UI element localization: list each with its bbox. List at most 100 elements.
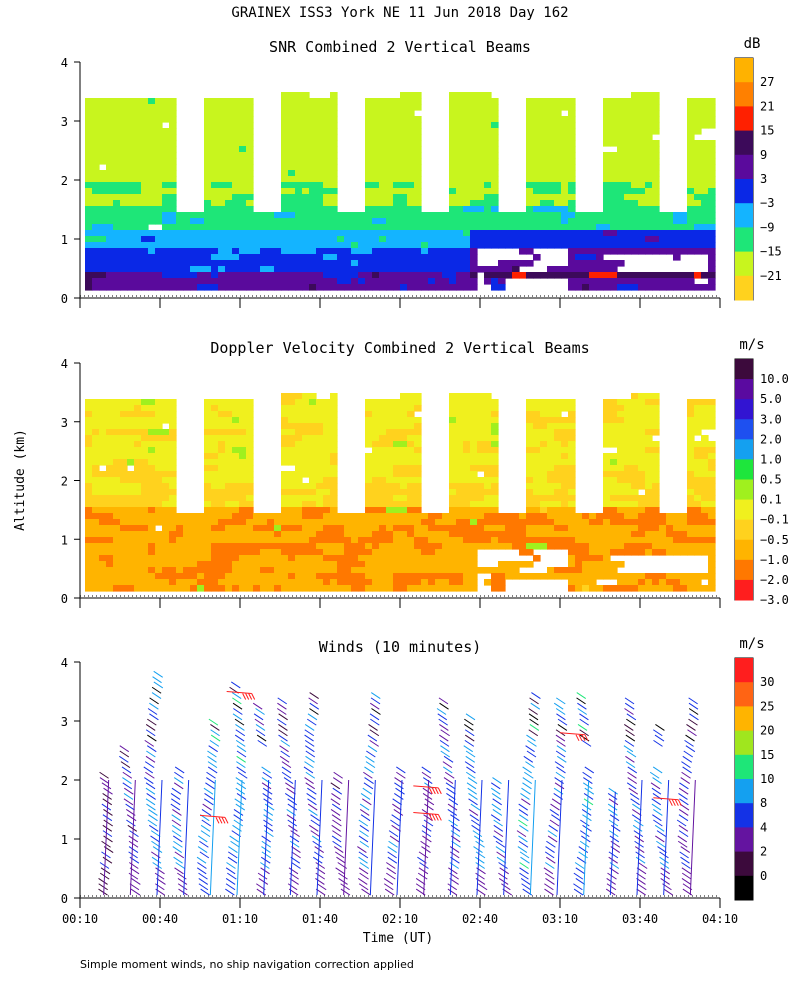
heatmap-cell <box>491 423 499 430</box>
heatmap-cell <box>407 158 415 165</box>
heatmap-cell <box>351 579 359 586</box>
heatmap-cell <box>92 555 100 562</box>
heatmap-cell <box>624 417 632 424</box>
heatmap-cell <box>582 242 590 249</box>
heatmap-cell <box>526 236 534 243</box>
heatmap-cell <box>141 549 149 556</box>
heatmap-cell <box>99 224 107 231</box>
heatmap-cell <box>526 423 534 430</box>
heatmap-cell <box>393 465 401 472</box>
heatmap-cell <box>148 435 156 442</box>
heatmap-cell <box>393 483 401 490</box>
heatmap-cell <box>477 537 485 544</box>
heatmap-cell <box>470 513 478 520</box>
heatmap-cell <box>519 525 527 532</box>
heatmap-cell <box>638 537 646 544</box>
heatmap-cell <box>162 284 170 291</box>
heatmap-cell <box>561 272 569 279</box>
wind-barb <box>207 750 217 758</box>
heatmap-cell <box>99 116 107 123</box>
heatmap-cell <box>365 272 373 279</box>
heatmap-cell <box>617 471 625 478</box>
heatmap-cell <box>372 116 380 123</box>
heatmap-cell <box>708 278 716 285</box>
heatmap-cell <box>218 218 226 225</box>
heatmap-cell <box>344 543 352 550</box>
heatmap-cell <box>134 531 142 538</box>
heatmap-cell <box>554 266 562 273</box>
heatmap-cell <box>372 284 380 291</box>
heatmap-cell <box>379 537 387 544</box>
heatmap-cell <box>652 573 660 580</box>
heatmap-cell <box>372 579 380 586</box>
heatmap-cell <box>491 110 499 117</box>
heatmap-cell <box>127 182 135 189</box>
wind-barb <box>148 824 159 832</box>
heatmap-cell <box>281 110 289 117</box>
heatmap-cell <box>106 134 114 141</box>
heatmap-cell <box>519 519 527 526</box>
heatmap-cell <box>400 471 408 478</box>
heatmap-cell <box>85 561 93 568</box>
heatmap-cell <box>281 585 289 592</box>
heatmap-cell <box>701 152 709 159</box>
heatmap-cell <box>484 417 492 424</box>
wind-barb <box>152 676 162 684</box>
heatmap-cell <box>491 405 499 412</box>
wind-barb <box>279 755 290 763</box>
heatmap-cell <box>246 411 254 418</box>
heatmap-cell <box>225 459 233 466</box>
heatmap-cell <box>428 212 436 219</box>
heatmap-cell <box>449 266 457 273</box>
heatmap-cell <box>610 284 618 291</box>
heatmap-cell <box>603 405 611 412</box>
heatmap-cell <box>176 525 184 532</box>
wind-barb <box>309 708 319 715</box>
heatmap-cell <box>526 465 534 472</box>
heatmap-cell <box>323 242 331 249</box>
heatmap-cell <box>470 104 478 111</box>
heatmap-cell <box>288 471 296 478</box>
heatmap-cell <box>309 435 317 442</box>
heatmap-cell <box>610 411 618 418</box>
heatmap-cell <box>687 459 695 466</box>
wind-barb <box>370 692 381 699</box>
heatmap-cell <box>554 104 562 111</box>
heatmap-cell <box>232 110 240 117</box>
heatmap-cell <box>337 537 345 544</box>
wind-barb <box>149 713 159 721</box>
heatmap-cell <box>120 200 128 207</box>
heatmap-cell <box>631 200 639 207</box>
heatmap-cell <box>113 122 121 129</box>
heatmap-cell <box>610 260 618 267</box>
heatmap-cell <box>330 417 338 424</box>
heatmap-cell <box>547 471 555 478</box>
heatmap-cell <box>533 507 541 514</box>
heatmap-cell <box>386 134 394 141</box>
wind-barb <box>227 856 238 864</box>
heatmap-cell <box>302 579 310 586</box>
heatmap-cell <box>92 561 100 568</box>
heatmap-cell <box>330 230 338 237</box>
heatmap-cell <box>673 218 681 225</box>
heatmap-cell <box>99 170 107 177</box>
heatmap-cell <box>92 429 100 436</box>
heatmap-cell <box>337 567 345 574</box>
heatmap-cell <box>386 537 394 544</box>
heatmap-cell <box>365 248 373 255</box>
heatmap-cell <box>162 254 170 261</box>
heatmap-cell <box>512 218 520 225</box>
heatmap-cell <box>631 399 639 406</box>
wind-barb <box>331 803 342 811</box>
wind-barb <box>101 851 111 859</box>
heatmap-cell <box>680 236 688 243</box>
heatmap-cell <box>414 188 422 195</box>
heatmap-cell <box>666 212 674 219</box>
heatmap-cell <box>589 519 597 526</box>
colorbar-swatch <box>735 399 753 420</box>
heatmap-cell <box>155 567 163 574</box>
heatmap-cell <box>176 579 184 586</box>
heatmap-cell <box>351 272 359 279</box>
heatmap-cell <box>323 218 331 225</box>
wind-barb <box>288 867 299 875</box>
